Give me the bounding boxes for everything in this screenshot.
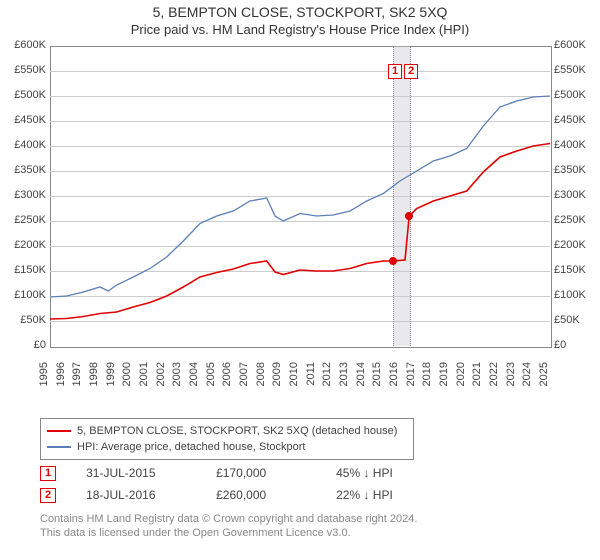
sale-row: 1 31-JUL-2015 £170,000 45% ↓ HPI [40,462,393,484]
sales-table: 1 31-JUL-2015 £170,000 45% ↓ HPI 2 18-JUL-201… [40,462,393,506]
series-hpi [50,96,550,297]
chart-subtitle: Price paid vs. HM Land Registry's House … [0,20,600,37]
chart-title: 5, BEMPTON CLOSE, STOCKPORT, SK2 5XQ [0,0,600,20]
legend-swatch [47,446,71,448]
sale-marker-label: 1 [388,64,402,79]
legend-row: 5, BEMPTON CLOSE, STOCKPORT, SK2 5XQ (de… [47,423,407,439]
footnote-line1: Contains HM Land Registry data © Crown c… [40,513,417,525]
legend-box: 5, BEMPTON CLOSE, STOCKPORT, SK2 5XQ (de… [40,418,414,460]
sale-marker-dot [389,257,397,265]
footnote-line2: This data is licensed under the Open Gov… [40,527,351,539]
legend-label: 5, BEMPTON CLOSE, STOCKPORT, SK2 5XQ (de… [77,423,397,439]
sale-vs-hpi: 22% ↓ HPI [336,484,393,506]
sale-marker-dot [405,212,413,220]
chart-area: £0£0£50K£50K£100K£100K£150K£150K£200K£20… [0,40,600,410]
legend-row: HPI: Average price, detached house, Stoc… [47,439,407,455]
sale-index: 2 [40,488,56,503]
chart-container: 5, BEMPTON CLOSE, STOCKPORT, SK2 5XQ Pri… [0,0,600,560]
sale-row: 2 18-JUL-2016 £260,000 22% ↓ HPI [40,484,393,506]
sale-date: 31-JUL-2015 [86,462,186,484]
sale-date: 18-JUL-2016 [86,484,186,506]
footnote: Contains HM Land Registry data © Crown c… [40,512,560,540]
sale-vs-hpi: 45% ↓ HPI [336,462,393,484]
chart-svg [0,40,600,410]
sale-price: £170,000 [216,462,306,484]
sale-index: 1 [40,466,56,481]
legend-swatch [47,430,71,432]
sale-price: £260,000 [216,484,306,506]
legend-label: HPI: Average price, detached house, Stoc… [77,439,306,455]
series-property [50,144,550,320]
sale-marker-label: 2 [404,64,418,79]
